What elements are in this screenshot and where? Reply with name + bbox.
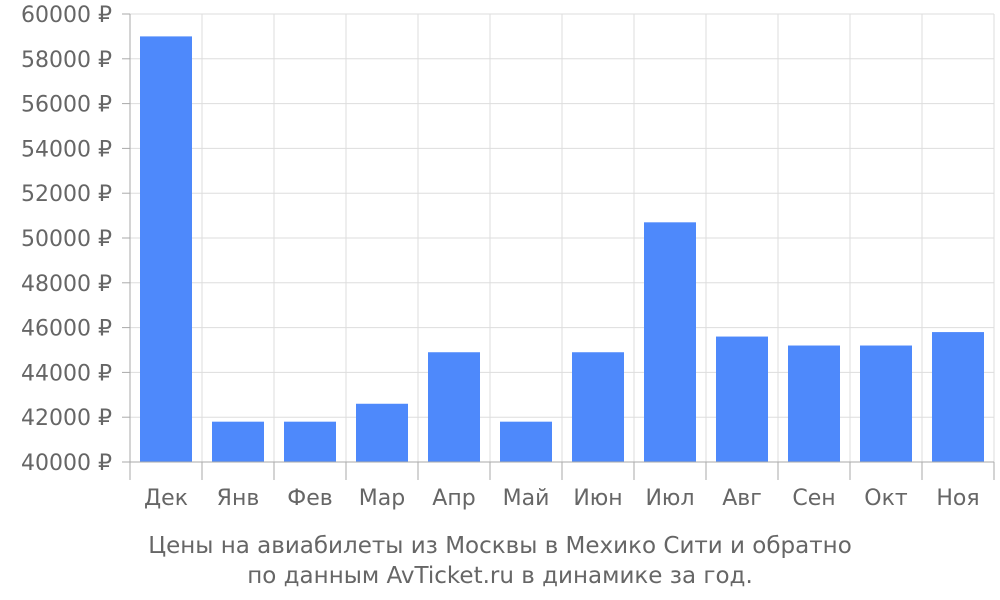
y-tick-label: 58000 ₽ xyxy=(21,48,112,73)
y-tick-label: 50000 ₽ xyxy=(21,227,112,252)
bar-1 xyxy=(140,36,192,463)
x-tick-label: Окт xyxy=(864,486,908,511)
x-tick-label: Сен xyxy=(792,486,835,511)
axes xyxy=(122,13,995,480)
bar-11 xyxy=(860,345,912,462)
y-tick-label: 44000 ₽ xyxy=(21,361,112,386)
bar-12 xyxy=(932,332,984,462)
y-tick-label: 56000 ₽ xyxy=(21,93,112,118)
y-tick-label: 48000 ₽ xyxy=(21,272,112,297)
x-tick-labels: Дек Янв Фев Мар Апр Май Июн Июл Авг Сен Окт Ноя xyxy=(144,486,980,511)
x-tick-label: Ноя xyxy=(936,486,979,511)
bar-2 xyxy=(212,421,264,462)
bar-10 xyxy=(788,345,840,462)
bar-7 xyxy=(572,352,624,462)
bar-3 xyxy=(284,421,336,462)
bar-4 xyxy=(356,403,408,462)
x-tick-label: Июл xyxy=(645,486,694,511)
x-tick-label: Фев xyxy=(287,486,332,511)
y-tick-label: 46000 ₽ xyxy=(21,317,112,342)
y-tick-label: 52000 ₽ xyxy=(21,182,112,207)
chart-caption-line-1: Цены на авиабилеты из Москвы в Мехико Си… xyxy=(148,533,852,559)
bar-9 xyxy=(716,336,768,462)
x-tick-label: Дек xyxy=(144,486,188,511)
y-tick-label: 60000 ₽ xyxy=(21,3,112,28)
x-tick-label: Авг xyxy=(722,486,762,511)
x-tick-label: Янв xyxy=(217,486,260,511)
bar-6 xyxy=(500,421,552,462)
chart-caption-line-2: по данным AvTicket.ru в динамике за год. xyxy=(247,563,753,589)
y-tick-label: 40000 ₽ xyxy=(21,451,112,476)
bar-5 xyxy=(428,352,480,462)
bars xyxy=(140,36,984,463)
y-tick-label: 42000 ₽ xyxy=(21,406,112,431)
x-tick-label: Май xyxy=(503,486,550,511)
y-tick-labels: 40000 ₽ 42000 ₽ 44000 ₽ 46000 ₽ 48000 ₽ 50000… xyxy=(21,3,112,476)
x-tick-label: Июн xyxy=(573,486,622,511)
y-tick-label: 54000 ₽ xyxy=(21,137,112,162)
bar-8 xyxy=(644,222,696,462)
x-tick-label: Мар xyxy=(359,486,405,511)
x-tick-label: Апр xyxy=(432,486,475,511)
